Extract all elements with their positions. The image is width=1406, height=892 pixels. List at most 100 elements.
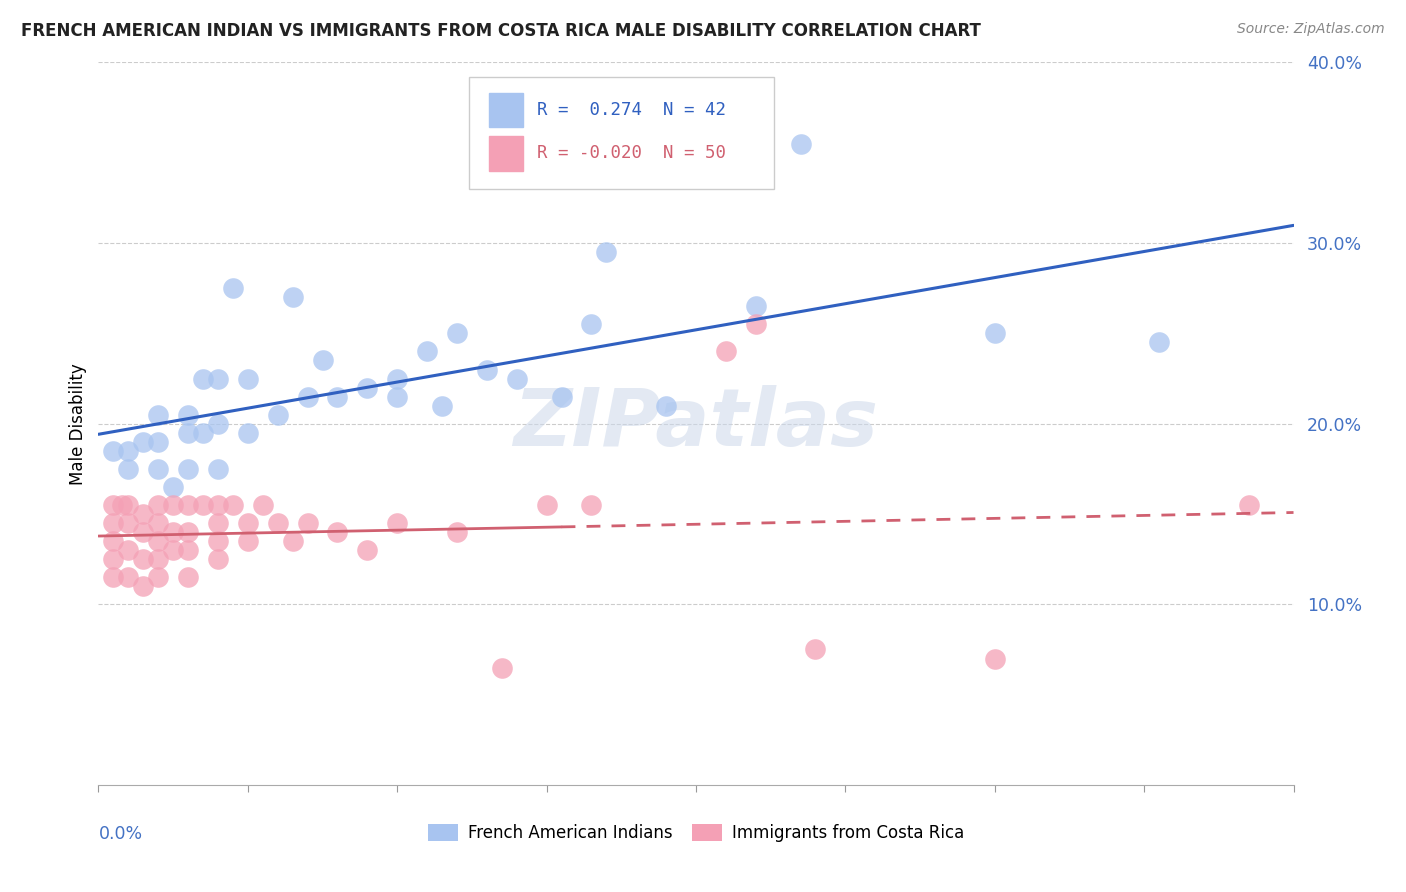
Point — [745, 299, 768, 313]
Point — [804, 642, 827, 657]
Point — [132, 434, 155, 449]
Point — [446, 524, 468, 539]
Y-axis label: Male Disability: Male Disability — [69, 363, 87, 484]
Point — [177, 462, 200, 476]
Point — [191, 498, 214, 512]
Point — [745, 318, 768, 332]
Point — [103, 552, 125, 566]
Point — [1147, 335, 1170, 350]
Point — [132, 552, 155, 566]
Point — [207, 516, 229, 530]
Point — [177, 543, 200, 558]
Point — [177, 570, 200, 584]
Point — [162, 524, 184, 539]
Point — [148, 462, 170, 476]
Text: R =  0.274  N = 42: R = 0.274 N = 42 — [537, 101, 725, 120]
Point — [132, 579, 155, 593]
Point — [117, 570, 139, 584]
Point — [984, 651, 1007, 665]
Point — [297, 516, 319, 530]
Point — [491, 660, 513, 674]
Point — [191, 371, 214, 385]
Point — [177, 408, 200, 422]
Point — [132, 507, 155, 521]
Point — [103, 570, 125, 584]
Point — [177, 498, 200, 512]
Point — [536, 498, 558, 512]
Point — [207, 552, 229, 566]
Point — [103, 534, 125, 549]
FancyBboxPatch shape — [470, 77, 773, 189]
Point — [207, 534, 229, 549]
Point — [430, 399, 453, 413]
Point — [148, 570, 170, 584]
Point — [550, 390, 572, 404]
Point — [267, 516, 290, 530]
Point — [148, 534, 170, 549]
Text: 0.0%: 0.0% — [98, 825, 142, 843]
Point — [103, 498, 125, 512]
Point — [252, 498, 274, 512]
Point — [281, 534, 304, 549]
Point — [984, 326, 1007, 341]
Point — [177, 425, 200, 440]
Point — [117, 543, 139, 558]
Point — [581, 318, 603, 332]
Point — [117, 498, 139, 512]
Point — [148, 498, 170, 512]
Point — [207, 417, 229, 431]
Point — [222, 498, 245, 512]
Point — [356, 543, 378, 558]
Text: ZIPatlas: ZIPatlas — [513, 384, 879, 463]
Point — [103, 516, 125, 530]
Point — [1237, 498, 1260, 512]
Point — [385, 516, 409, 530]
Point — [103, 443, 125, 458]
Point — [207, 498, 229, 512]
Point — [148, 552, 170, 566]
Point — [311, 353, 333, 368]
Point — [297, 390, 319, 404]
Bar — [489, 93, 523, 128]
Bar — [489, 136, 523, 171]
Point — [236, 534, 259, 549]
Point — [207, 462, 229, 476]
Point — [162, 498, 184, 512]
Point — [236, 425, 259, 440]
Point — [177, 524, 200, 539]
Point — [236, 516, 259, 530]
Point — [162, 543, 184, 558]
Point — [475, 362, 498, 376]
Point — [162, 480, 184, 494]
Point — [446, 326, 468, 341]
Legend: French American Indians, Immigrants from Costa Rica: French American Indians, Immigrants from… — [420, 817, 972, 849]
Point — [132, 524, 155, 539]
Point — [148, 408, 170, 422]
Point — [117, 462, 139, 476]
Point — [714, 344, 737, 359]
Point — [356, 380, 378, 394]
Point — [281, 290, 304, 304]
Point — [385, 371, 409, 385]
Point — [326, 390, 349, 404]
Point — [595, 245, 617, 260]
Point — [207, 371, 229, 385]
Point — [789, 136, 811, 151]
Point — [236, 371, 259, 385]
Point — [191, 425, 214, 440]
Text: Source: ZipAtlas.com: Source: ZipAtlas.com — [1237, 22, 1385, 37]
Point — [581, 498, 603, 512]
Point — [326, 524, 349, 539]
Point — [111, 498, 134, 512]
Point — [416, 344, 439, 359]
Point — [506, 371, 529, 385]
Point — [385, 390, 409, 404]
Point — [148, 516, 170, 530]
Text: R = -0.020  N = 50: R = -0.020 N = 50 — [537, 145, 725, 162]
Point — [117, 516, 139, 530]
Point — [117, 443, 139, 458]
Point — [148, 434, 170, 449]
Point — [222, 281, 245, 295]
Point — [655, 399, 678, 413]
Point — [267, 408, 290, 422]
